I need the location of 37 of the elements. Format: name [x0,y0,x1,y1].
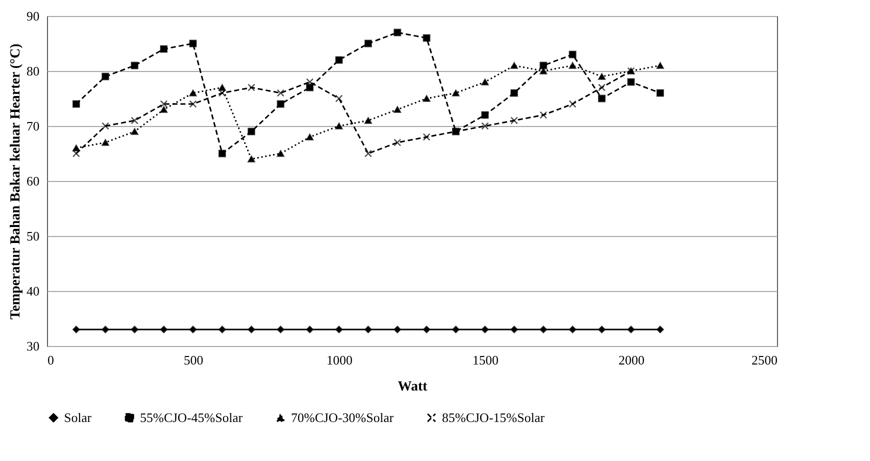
point [276,89,284,97]
point [364,150,372,158]
y-tick-label: 80 [26,64,40,78]
point [335,94,343,102]
point [481,122,489,130]
point [306,78,314,86]
x-tick-label: 0 [48,352,54,368]
x-tick-label: 1000 [326,352,352,368]
legend-label: 85%CJO-15%Solar [442,410,546,425]
point [189,100,197,108]
point [130,116,138,124]
x-tick-label: 2500 [752,352,778,368]
point [540,111,548,119]
x-tick-label: 500 [184,352,204,368]
x-tick-label: 2000 [618,352,644,368]
point [218,89,226,97]
y-tick-label: 50 [26,228,40,244]
point [510,116,518,124]
point [102,122,110,130]
legend-label: Solar [64,410,92,425]
y-tick-label: 90 [26,8,40,24]
x-tick-label: 1500 [472,352,498,368]
point [160,100,168,108]
legend-label: 55%CJO-45%Solar [140,410,244,425]
point [422,133,430,141]
y-tick-label: 60 [26,174,40,188]
y-tick-label: 40 [26,284,40,298]
point [248,84,256,92]
point [568,100,576,108]
legend-label: 70%CJO-30%Solar [291,410,394,425]
point [598,84,606,92]
point [394,138,402,146]
y-axis-title: Temperatur Bahan Bakar keluar Hearter (°C) [8,43,24,320]
y-tick-label: 70 [26,118,40,134]
y-tick-label: 30 [26,338,40,354]
x-axis-title: Watt [398,380,428,394]
point [72,150,80,158]
